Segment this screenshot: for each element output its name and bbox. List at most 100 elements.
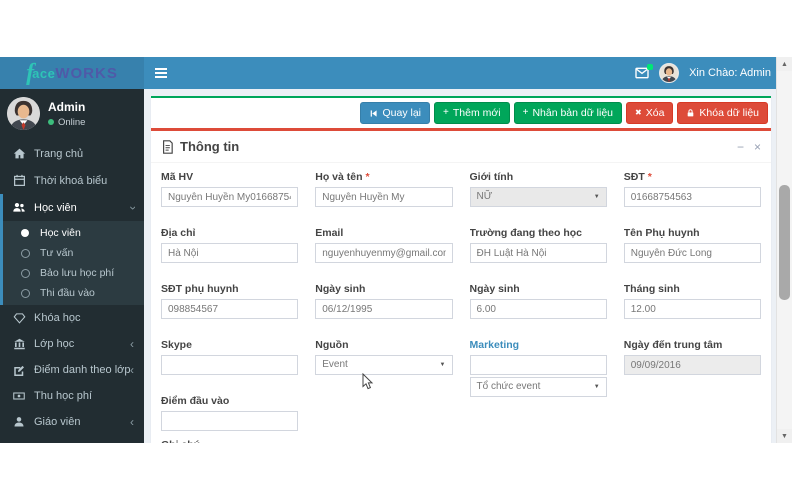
marketing-label[interactable]: Marketing: [469, 339, 520, 351]
user-panel: Admin Online: [0, 89, 144, 140]
messages-button[interactable]: [635, 64, 654, 79]
email-input[interactable]: [315, 243, 453, 263]
scroll-up-button[interactable]: ▲: [777, 57, 792, 71]
marketing-input[interactable]: [469, 355, 607, 375]
collapse-panel-button[interactable]: −: [736, 139, 744, 154]
lock-data-button[interactable]: Khóa dữ liệu: [677, 102, 768, 124]
sidebar-subitem-tu-van[interactable]: Tư vấn: [3, 243, 144, 263]
ngay-den-trung-tam-input: [623, 355, 761, 375]
sidebar-item-label: Thời khoá biểu: [34, 174, 108, 187]
sidebar-item-thu-hoc-phi[interactable]: Thu học phí: [0, 383, 144, 409]
sidebar-item-lop-hoc[interactable]: Lớp học ‹: [0, 331, 144, 357]
field-label: Trường đang theo học: [469, 227, 582, 239]
brand-logo[interactable]: f ace WORKS: [0, 57, 144, 89]
field-label: Ngày sinh: [469, 283, 520, 295]
user-avatar: [7, 97, 40, 130]
select-caret-icon: ▼: [593, 384, 600, 390]
ten-phu-huynh-input[interactable]: [623, 243, 761, 263]
marketing-select[interactable]: Tổ chức event ▼: [469, 377, 607, 397]
sidebar: Admin Online Trang chủ Thời khoá biểu Họ…: [0, 89, 144, 443]
sidebar-group-hoc-vien: Học viên ‹ Học viên Tư vấn Bảo lưu học p…: [0, 194, 144, 305]
sidebar-subitem-thi-dau-vao[interactable]: Thi đầu vào: [3, 283, 144, 303]
select-caret-icon: ▼: [593, 194, 600, 200]
field-label: Ngày sinh: [315, 283, 366, 295]
diem-dau-vao-input[interactable]: [161, 411, 298, 431]
vertical-scrollbar[interactable]: ▲ ▼: [776, 57, 792, 443]
chevron-left-icon: ‹: [130, 415, 134, 429]
sdt-phu-huynh-input[interactable]: [161, 299, 299, 319]
sidebar-item-label: Tư vấn: [40, 247, 74, 259]
sidebar-item-label: Khóa học: [34, 312, 81, 324]
circle-outline-icon: [18, 248, 32, 258]
scrollbar-thumb[interactable]: [779, 185, 790, 300]
money-icon: [12, 390, 26, 402]
ma-hv-input[interactable]: [161, 187, 299, 207]
info-form: Mã HV Họ và tên* Giới tính NỮ ▼: [151, 163, 771, 443]
nguon-select[interactable]: Event ▼: [315, 355, 453, 375]
info-panel-header: Thông tin − ×: [151, 131, 771, 163]
ho-va-ten-input[interactable]: [315, 187, 453, 207]
sidebar-subitem-hoc-vien[interactable]: Học viên: [3, 223, 144, 243]
edit-icon: [12, 364, 26, 376]
field-label: Mã HV: [161, 171, 194, 183]
select-caret-icon: ▼: [439, 362, 446, 368]
circle-icon: [18, 229, 32, 237]
field-label: SĐT *: [623, 171, 652, 183]
messages-badge: [647, 64, 654, 70]
plus-icon: +: [522, 107, 529, 118]
sdt-input[interactable]: [623, 187, 761, 207]
user-name: Admin: [48, 99, 86, 114]
sidebar-item-khoa-hoc[interactable]: Khóa học: [0, 305, 144, 331]
sidebar-item-hoc-vien[interactable]: Học viên ‹: [3, 194, 144, 221]
thang-sinh-input[interactable]: [623, 299, 761, 319]
skype-input[interactable]: [161, 355, 299, 375]
sidebar-item-label: Kho: [34, 442, 54, 443]
close-panel-button[interactable]: ×: [753, 139, 761, 154]
lock-icon: [686, 108, 695, 118]
gioi-tinh-select[interactable]: NỮ ▼: [469, 187, 607, 207]
greeting-text[interactable]: Xin Chào: Admin: [689, 67, 771, 79]
back-button[interactable]: Quay lại: [360, 102, 431, 124]
sidebar-submenu: Học viên Tư vấn Bảo lưu học phí Thi đầu …: [3, 221, 144, 305]
user-status: Online: [58, 116, 86, 128]
plus-icon: +: [443, 107, 449, 118]
truong-dang-theo-hoc-input[interactable]: [469, 243, 607, 263]
sidebar-item-trang-chu[interactable]: Trang chủ: [0, 140, 144, 167]
field-label: Họ và tên *: [315, 171, 370, 183]
user-menu-avatar[interactable]: [659, 63, 680, 83]
sidebar-item-giao-vien[interactable]: Giáo viên ‹: [0, 409, 144, 435]
field-label: Tên Phụ huynh: [623, 227, 700, 239]
form-container: Quay lại + Thêm mới + Nhân bản dữ liệu ✖…: [151, 96, 771, 443]
top-navbar: Xin Chào: Admin: [144, 57, 777, 89]
user-icon: [12, 416, 26, 428]
field-label: Ngày đến trung tâm: [623, 339, 723, 351]
delete-button[interactable]: ✖ Xóa: [626, 102, 674, 124]
info-panel: Thông tin − × Mã HV Họ và tên*: [151, 128, 771, 443]
action-toolbar: Quay lại + Thêm mới + Nhân bản dữ liệu ✖…: [151, 98, 771, 128]
sidebar-item-label: Học viên: [40, 227, 81, 239]
sidebar-toggle-button[interactable]: [144, 57, 178, 89]
users-icon: [12, 201, 26, 214]
duplicate-data-button[interactable]: + Nhân bản dữ liệu: [513, 102, 623, 124]
brand-works: WORKS: [55, 64, 118, 82]
truck-icon: [12, 442, 26, 443]
x-icon: ✖: [635, 108, 642, 117]
sidebar-item-label: Trang chủ: [34, 147, 84, 160]
sidebar-item-label: Thi đầu vào: [40, 287, 95, 299]
dia-chi-input[interactable]: [161, 243, 299, 263]
scroll-down-button[interactable]: ▼: [777, 429, 792, 443]
ngay-sinh-input[interactable]: [315, 299, 453, 319]
sidebar-item-label: Điểm danh theo lớp: [34, 364, 131, 376]
step-backward-icon: [369, 109, 378, 118]
sidebar-item-kho[interactable]: Kho ‹: [0, 435, 144, 443]
ngay-sinh-so-input[interactable]: [469, 299, 607, 319]
brand-face: ace: [32, 65, 56, 81]
envelope-icon: [635, 67, 649, 79]
add-new-button[interactable]: + Thêm mới: [434, 102, 510, 124]
sidebar-item-label: Thu học phí: [34, 390, 93, 402]
sidebar-item-diem-danh-theo-lop[interactable]: Điểm danh theo lớp ‹: [0, 357, 144, 383]
home-icon: [12, 147, 26, 160]
online-status-icon: [48, 119, 54, 125]
sidebar-subitem-bao-luu-hoc-phi[interactable]: Bảo lưu học phí: [3, 263, 144, 283]
sidebar-item-thoi-khoa-bieu[interactable]: Thời khoá biểu: [0, 167, 144, 194]
